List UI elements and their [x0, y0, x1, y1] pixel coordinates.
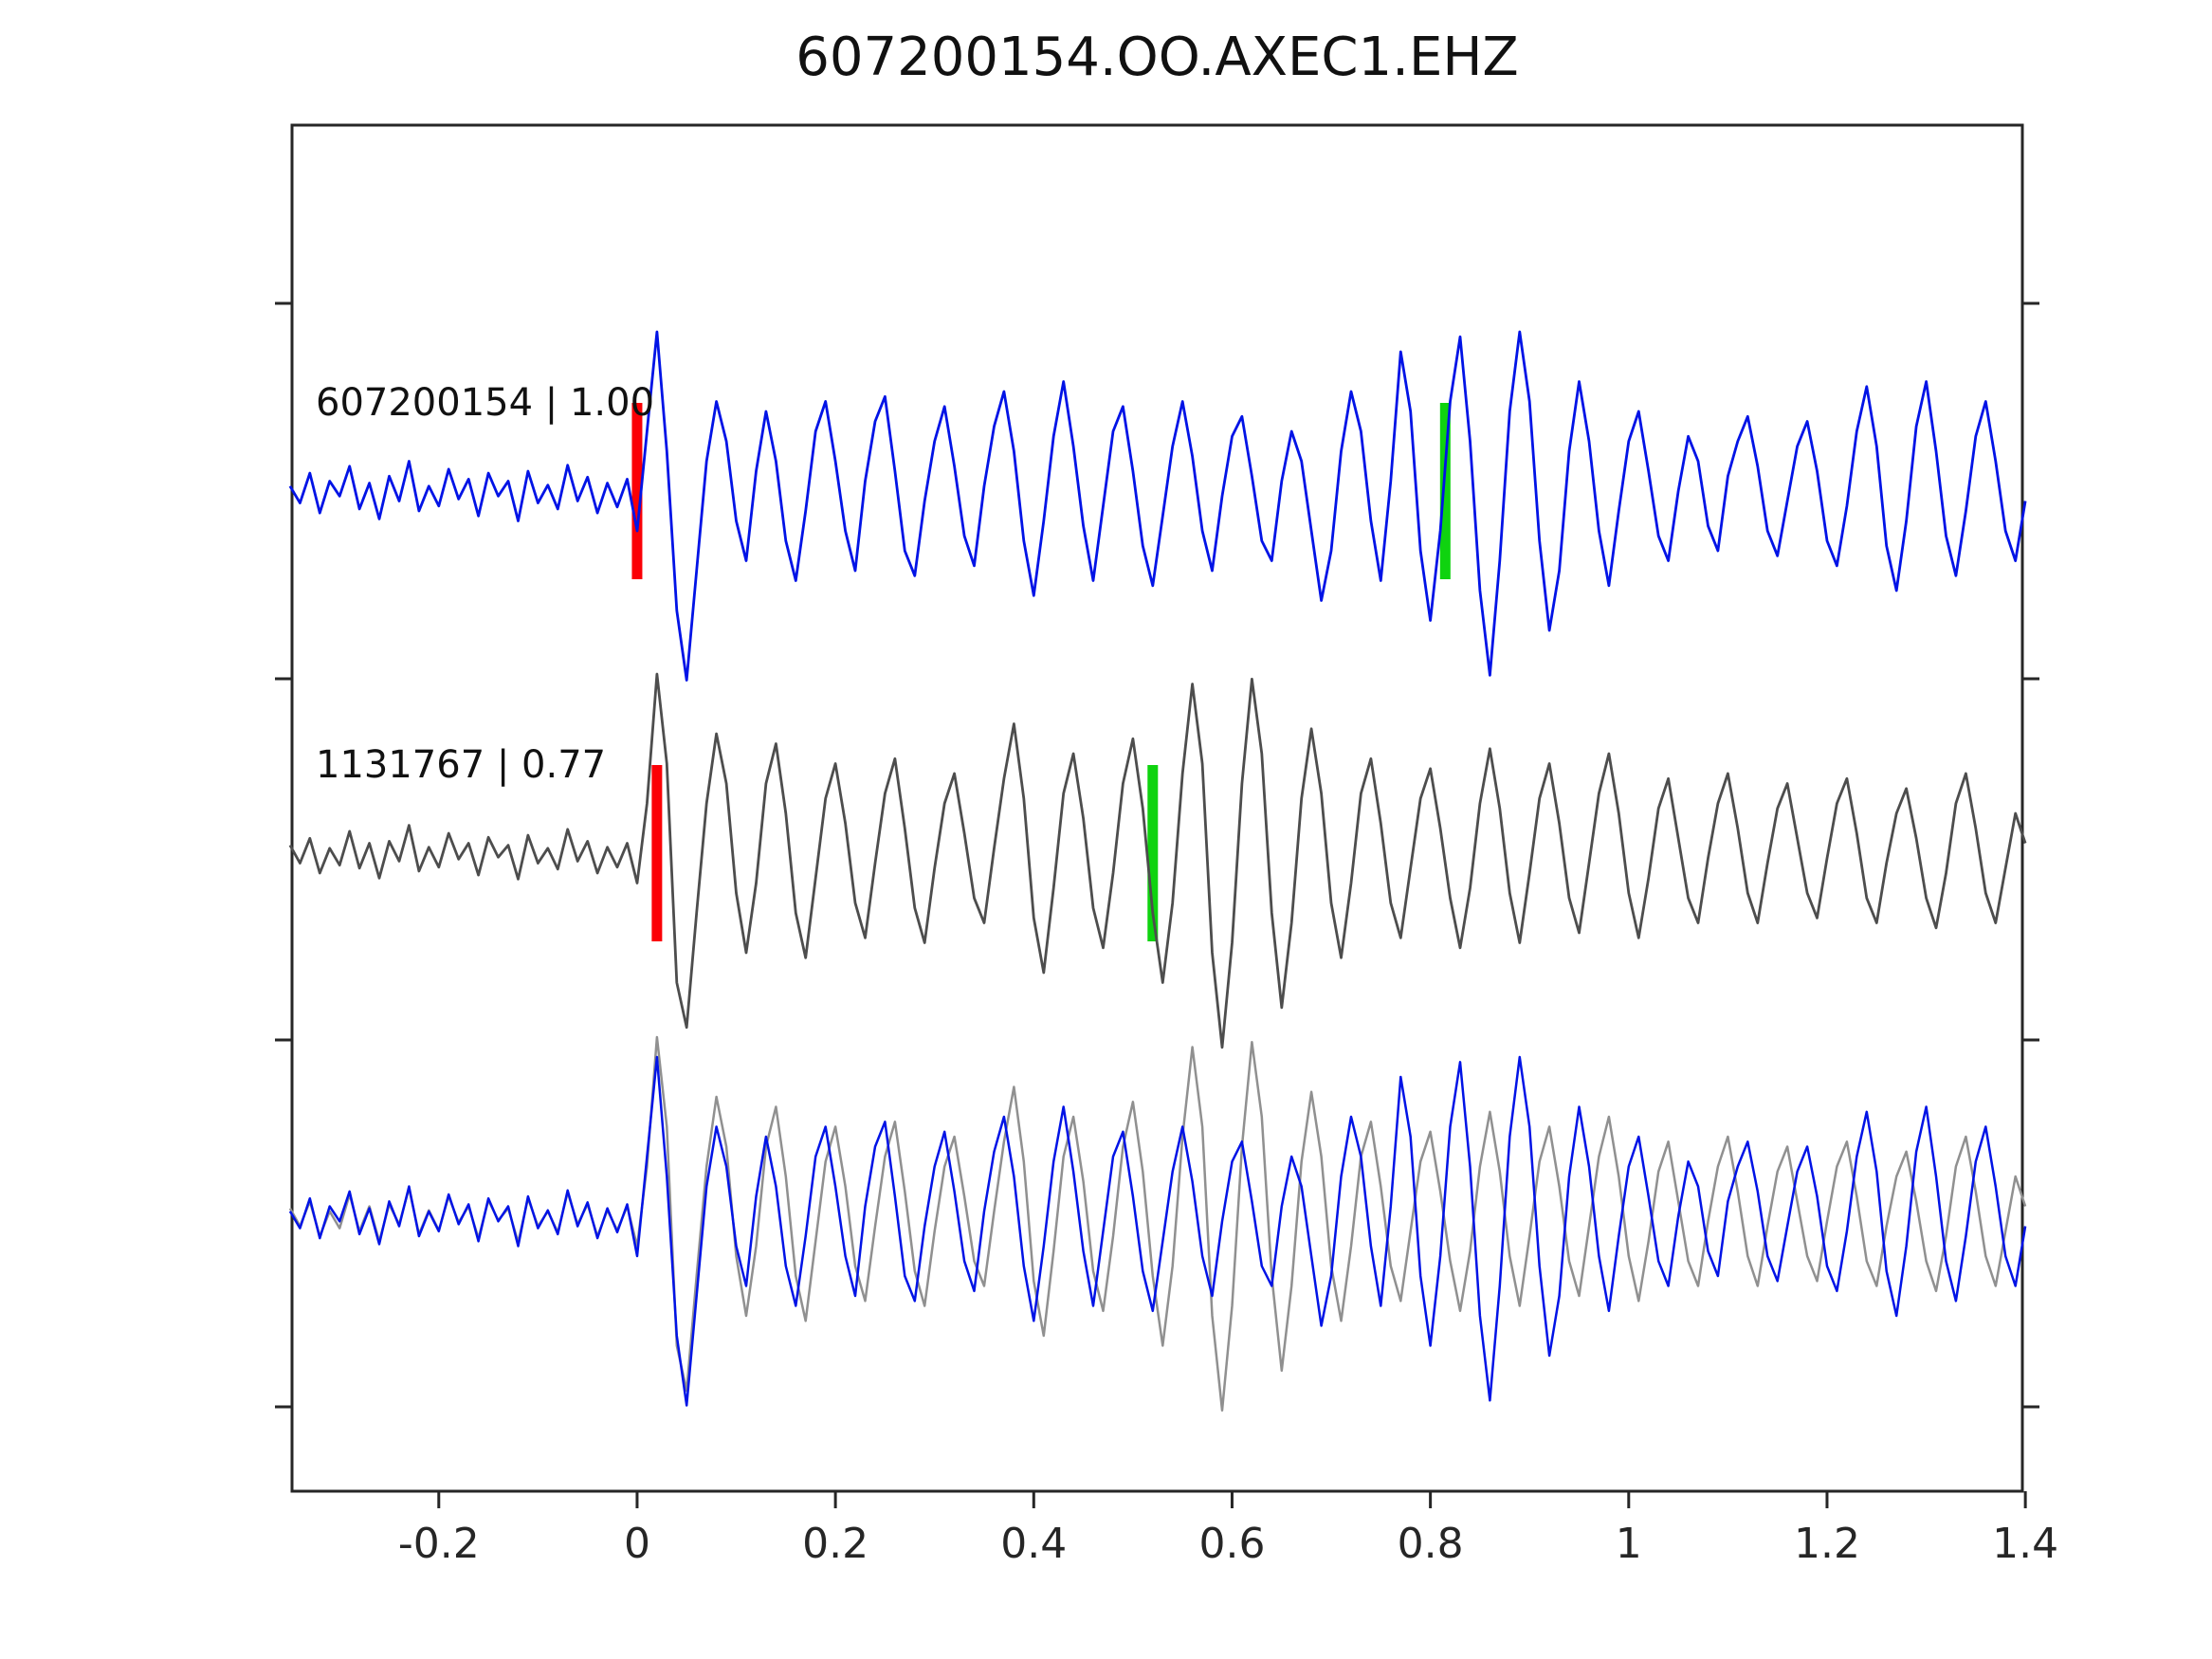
x-tick-label: 0 — [624, 1520, 650, 1568]
x-tick-label: 0.6 — [1198, 1520, 1265, 1568]
overlay-trace-row-waveform — [288, 1055, 2027, 1407]
template-trace-row-waveform — [288, 330, 2027, 682]
x-tick-label: 0.4 — [1000, 1520, 1067, 1568]
matched-trace-row-label: 1131767 | 0.77 — [316, 743, 606, 787]
template-trace-row-label: 607200154 | 1.00 — [316, 381, 654, 425]
matched-trace-row-waveform — [288, 672, 2027, 1049]
x-tick-label: -0.2 — [398, 1520, 480, 1568]
chart-title: 607200154.OO.AXEC1.EHZ — [795, 27, 1519, 88]
x-tick-label: 1 — [1616, 1520, 1642, 1568]
axes-frame — [290, 123, 2024, 1493]
x-tick-label: 1.4 — [1992, 1520, 2058, 1568]
x-tick-label: 0.8 — [1398, 1520, 1464, 1568]
x-tick-label: 1.2 — [1794, 1520, 1860, 1568]
x-tick-label: 0.2 — [802, 1520, 868, 1568]
overlay-trace-row-waveform — [288, 1035, 2027, 1413]
